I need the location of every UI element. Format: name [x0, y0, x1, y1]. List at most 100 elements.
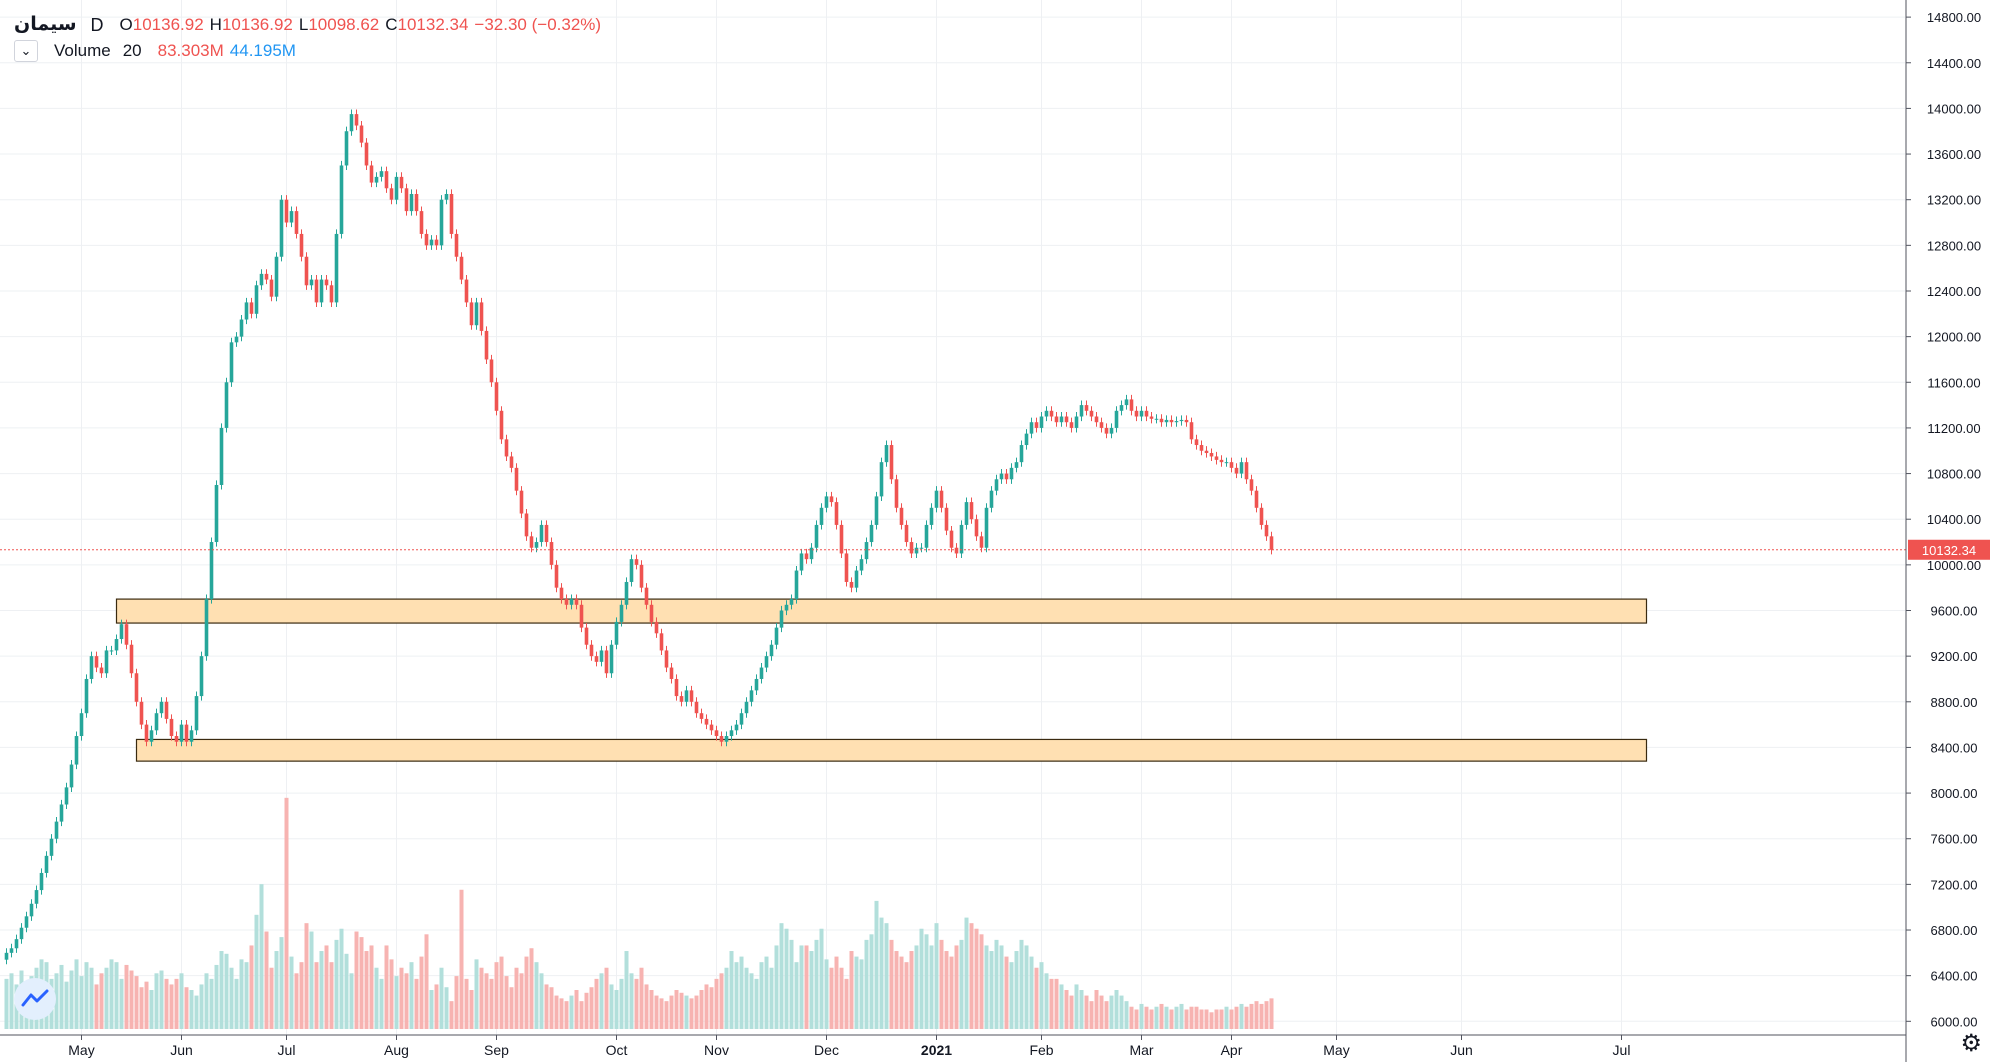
- open-key: O: [119, 15, 133, 34]
- candle-body: [339, 165, 344, 234]
- volume-bar: [249, 945, 254, 1029]
- candle-body: [714, 730, 719, 737]
- support-zone[interactable]: [135, 738, 1648, 762]
- candle-body: [564, 599, 569, 605]
- volume-bar: [259, 884, 264, 1029]
- support-zone[interactable]: [115, 598, 1648, 624]
- volume-bar: [74, 959, 79, 1029]
- volume-bar: [794, 962, 799, 1029]
- candle-body: [1174, 421, 1179, 423]
- price-tick-label: 12800.00: [1927, 238, 1981, 253]
- timeframe-label[interactable]: D: [90, 15, 104, 35]
- volume-bar: [399, 967, 404, 1029]
- support-zones[interactable]: [115, 598, 1648, 762]
- volume-bar: [184, 987, 189, 1029]
- volume-bar: [854, 956, 859, 1029]
- price-tick-label: 13600.00: [1927, 147, 1981, 162]
- candle-body: [754, 678, 759, 691]
- volume-bar: [754, 978, 759, 1029]
- volume-bar: [84, 962, 89, 1029]
- volume-bar: [4, 978, 9, 1029]
- volume-bar: [929, 945, 934, 1029]
- candle-body: [614, 621, 619, 645]
- volume-bar: [314, 962, 319, 1029]
- candle-body: [274, 256, 279, 297]
- volume-bar: [179, 973, 184, 1029]
- candle-body: [1034, 422, 1039, 428]
- price-tick-label: 12000.00: [1927, 330, 1981, 345]
- volume-bar: [909, 951, 914, 1029]
- candle-body: [699, 713, 704, 719]
- high-number: 10136.92: [221, 15, 293, 34]
- candle-body: [689, 690, 694, 702]
- volume-bar: [59, 964, 64, 1029]
- volume-bar: [1104, 1001, 1109, 1029]
- volume-bar: [454, 976, 459, 1029]
- volume-bar: [1269, 998, 1274, 1029]
- candle-body: [494, 382, 499, 411]
- volume-bar: [774, 945, 779, 1029]
- volume-bar: [614, 990, 619, 1029]
- candle-body: [4, 952, 9, 960]
- volume-bar: [499, 956, 504, 1029]
- candle-body: [144, 724, 149, 742]
- candle-body: [1014, 462, 1019, 468]
- candle-body: [704, 718, 709, 725]
- gear-icon[interactable]: ⚙: [1960, 1030, 1982, 1057]
- volume-bar: [284, 797, 289, 1029]
- price-axis[interactable]: 14800.00 14400.00 14000.00 13600.00 13200.00…: [1905, 0, 1981, 1062]
- time-tick-label: Aug: [384, 1042, 409, 1058]
- volume-bar: [1089, 1001, 1094, 1029]
- price-tick-label: 9600.00: [1931, 604, 1978, 619]
- symbol-name[interactable]: سیمان: [14, 14, 77, 35]
- candle-body: [179, 724, 184, 742]
- candle-body: [369, 165, 374, 183]
- candle-body: [869, 524, 874, 543]
- price-tick-label: 8400.00: [1931, 740, 1978, 755]
- candle-body: [684, 690, 689, 702]
- candle-body: [1234, 467, 1239, 474]
- candle-body: [954, 547, 959, 554]
- candle-body: [724, 736, 729, 742]
- candle-body: [349, 114, 354, 132]
- candle-body: [914, 547, 919, 554]
- candle-body: [229, 342, 234, 383]
- candle-body: [769, 644, 774, 657]
- volume-bar: [449, 1001, 454, 1029]
- volume-bar: [144, 981, 149, 1029]
- volume-bar: [1074, 984, 1079, 1029]
- candle-body: [1114, 410, 1119, 428]
- candle-body: [849, 581, 854, 588]
- candle-body: [844, 553, 849, 582]
- volume-bar: [1239, 1003, 1244, 1029]
- volume-bar: [1179, 1003, 1184, 1029]
- candle-body: [484, 330, 489, 360]
- price-tick-label: 14000.00: [1927, 101, 1981, 116]
- candle-body: [1194, 439, 1199, 446]
- volume-bar: [514, 967, 519, 1029]
- volume-bar: [704, 984, 709, 1029]
- volume-bar: [1209, 1012, 1214, 1029]
- candle-body: [444, 193, 449, 200]
- volume-indicator-name[interactable]: Volume: [54, 41, 111, 60]
- candle-body: [1089, 410, 1094, 417]
- candle-body: [19, 927, 24, 940]
- volume-bar: [1189, 1006, 1194, 1029]
- tradingview-logo-icon[interactable]: [14, 978, 56, 1020]
- volume-bar: [334, 939, 339, 1029]
- time-axis[interactable]: May Jun Jul Aug Sep Oct Nov Dec 2021 Feb Mar Apr May…: [0, 1034, 1906, 1058]
- chevron-down-icon[interactable]: ⌄: [14, 40, 38, 62]
- volume-bar: [1149, 1009, 1154, 1029]
- volume-bar: [434, 984, 439, 1029]
- price-tick-label: 8000.00: [1931, 786, 1978, 801]
- volume-bar: [139, 987, 144, 1029]
- candle-body: [299, 233, 304, 257]
- volume-bar: [159, 970, 164, 1029]
- volume-bar: [529, 948, 534, 1029]
- candle-body: [324, 279, 329, 286]
- time-tick-label: Apr: [1221, 1042, 1243, 1058]
- candle-body: [354, 114, 359, 126]
- volume-bar: [124, 964, 129, 1029]
- candle-body: [569, 599, 574, 605]
